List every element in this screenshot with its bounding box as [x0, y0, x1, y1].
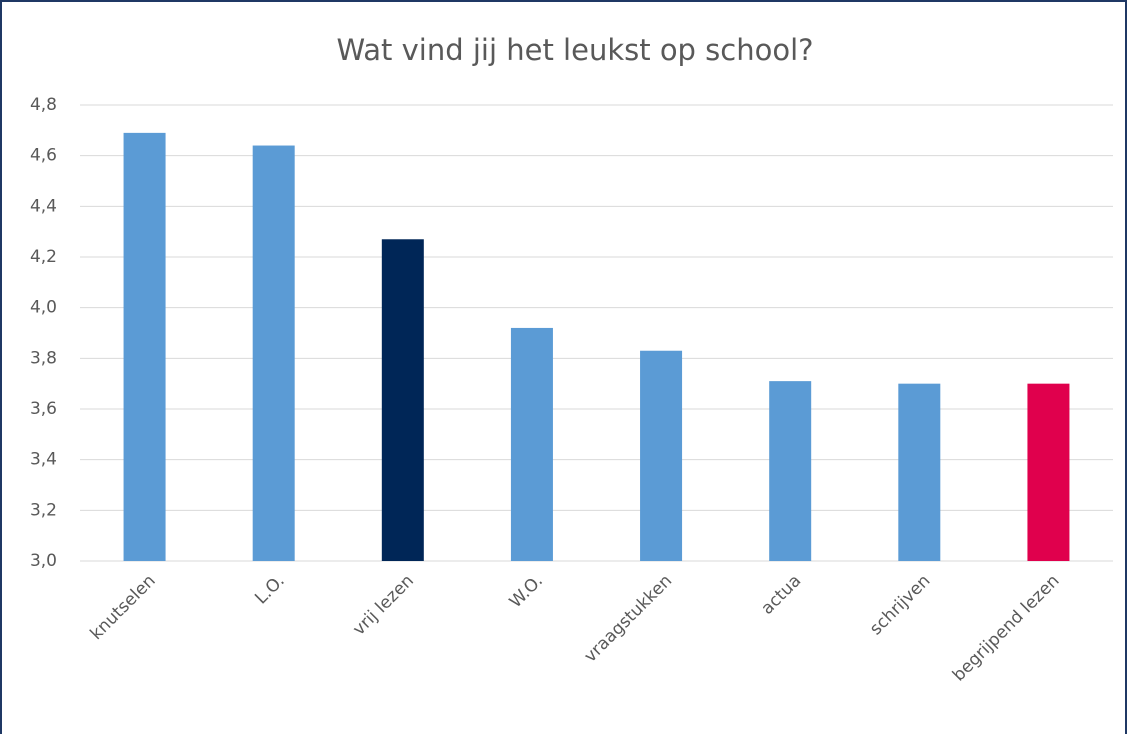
y-tick-label: 4,4 — [30, 196, 57, 216]
bar — [898, 383, 941, 561]
y-tick-label: 3,2 — [30, 500, 57, 520]
y-tick-label: 3,6 — [30, 399, 57, 419]
bar — [252, 145, 295, 562]
chart-title: Wat vind jij het leukst op school? — [336, 33, 813, 67]
y-tick-label: 3,8 — [30, 348, 57, 368]
y-tick-label: 3,4 — [30, 450, 57, 470]
y-tick-label: 4,0 — [30, 298, 57, 318]
bar — [123, 132, 166, 561]
y-tick-label: 4,6 — [30, 146, 57, 166]
bar — [769, 381, 812, 561]
y-tick-label: 4,2 — [30, 247, 57, 267]
bar — [510, 327, 553, 561]
bar — [381, 239, 424, 561]
y-tick-label: 3,0 — [30, 551, 57, 571]
y-tick-label: 4,8 — [30, 95, 57, 115]
bar — [640, 350, 683, 561]
bar — [1027, 383, 1070, 561]
